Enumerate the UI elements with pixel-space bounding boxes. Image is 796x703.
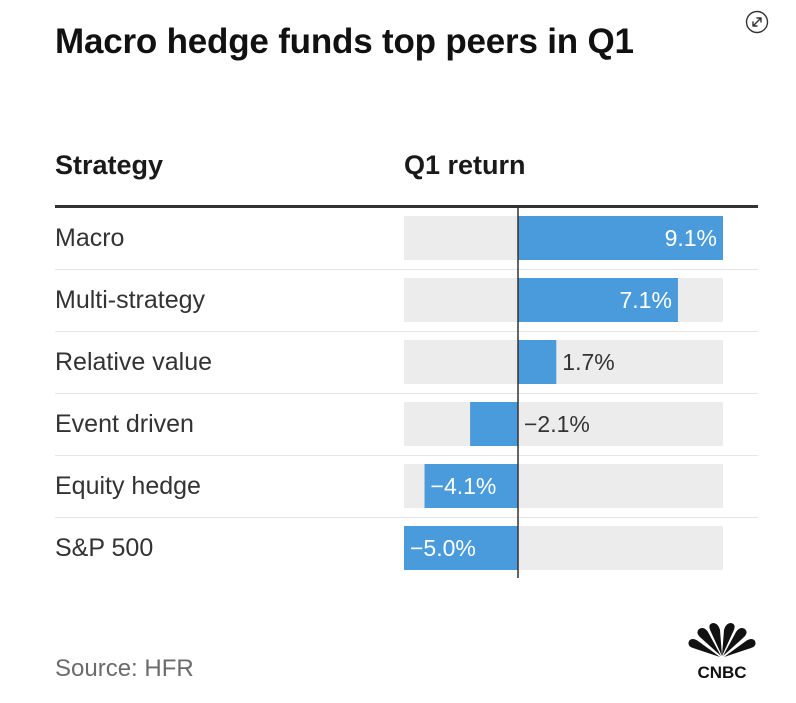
row-divider xyxy=(55,393,758,394)
cnbc-logo: CNBC xyxy=(688,623,756,682)
row-label: Event driven xyxy=(55,410,194,438)
bar xyxy=(470,402,518,446)
logo-text: CNBC xyxy=(697,663,746,682)
value-label: 1.7% xyxy=(562,349,614,375)
q1-return-column-header: Q1 return xyxy=(404,150,526,180)
row-divider xyxy=(55,517,758,518)
bar xyxy=(518,340,557,384)
row-label: Multi-strategy xyxy=(55,286,206,314)
header-divider xyxy=(55,205,758,208)
bar xyxy=(518,278,678,322)
row-label: Relative value xyxy=(55,348,213,376)
bar xyxy=(424,464,518,508)
value-label: −4.1% xyxy=(431,473,497,499)
row-label: S&P 500 xyxy=(55,534,154,562)
bar-track xyxy=(404,340,723,384)
value-label: 7.1% xyxy=(620,287,672,313)
source-note: Source: HFR xyxy=(55,655,194,682)
bar xyxy=(404,526,518,570)
chart-title: Macro hedge funds top peers in Q1 xyxy=(55,22,634,61)
value-label: 9.1% xyxy=(665,225,717,251)
row-label: Macro xyxy=(55,224,125,252)
row-divider xyxy=(55,331,758,332)
row-label: Equity hedge xyxy=(55,472,201,500)
row-divider xyxy=(55,269,758,270)
bar-track xyxy=(404,402,723,446)
value-label: −5.0% xyxy=(410,535,476,561)
strategy-column-header: Strategy xyxy=(55,150,164,180)
expand-icon[interactable] xyxy=(745,10,769,34)
value-label: −2.1% xyxy=(524,411,590,437)
bar xyxy=(518,216,723,260)
row-divider xyxy=(55,455,758,456)
